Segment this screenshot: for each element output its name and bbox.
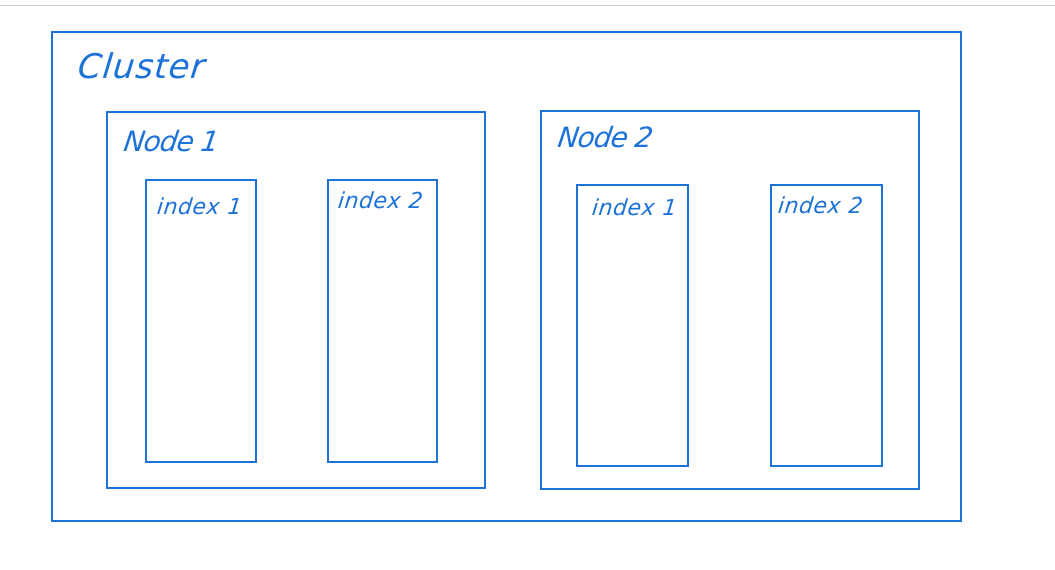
node-2-index-1-box — [576, 184, 689, 467]
node-1-box — [106, 111, 486, 489]
node-1-index-2-box — [327, 179, 438, 463]
node-1-index-2-label: index 2 — [336, 189, 425, 214]
node-1-index-1-label: index 1 — [155, 195, 244, 220]
top-divider — [0, 5, 1055, 6]
node-2-index-2-label: index 2 — [776, 194, 865, 219]
cluster-box — [51, 31, 962, 522]
node-1-label: Node 1 — [121, 125, 221, 158]
cluster-label: Cluster — [75, 47, 208, 87]
node-2-box — [540, 110, 920, 490]
node-1-index-1-box — [145, 179, 257, 463]
node-2-index-2-box — [770, 184, 883, 467]
node-2-label: Node 2 — [555, 121, 655, 154]
node-2-index-1-label: index 1 — [590, 196, 679, 221]
